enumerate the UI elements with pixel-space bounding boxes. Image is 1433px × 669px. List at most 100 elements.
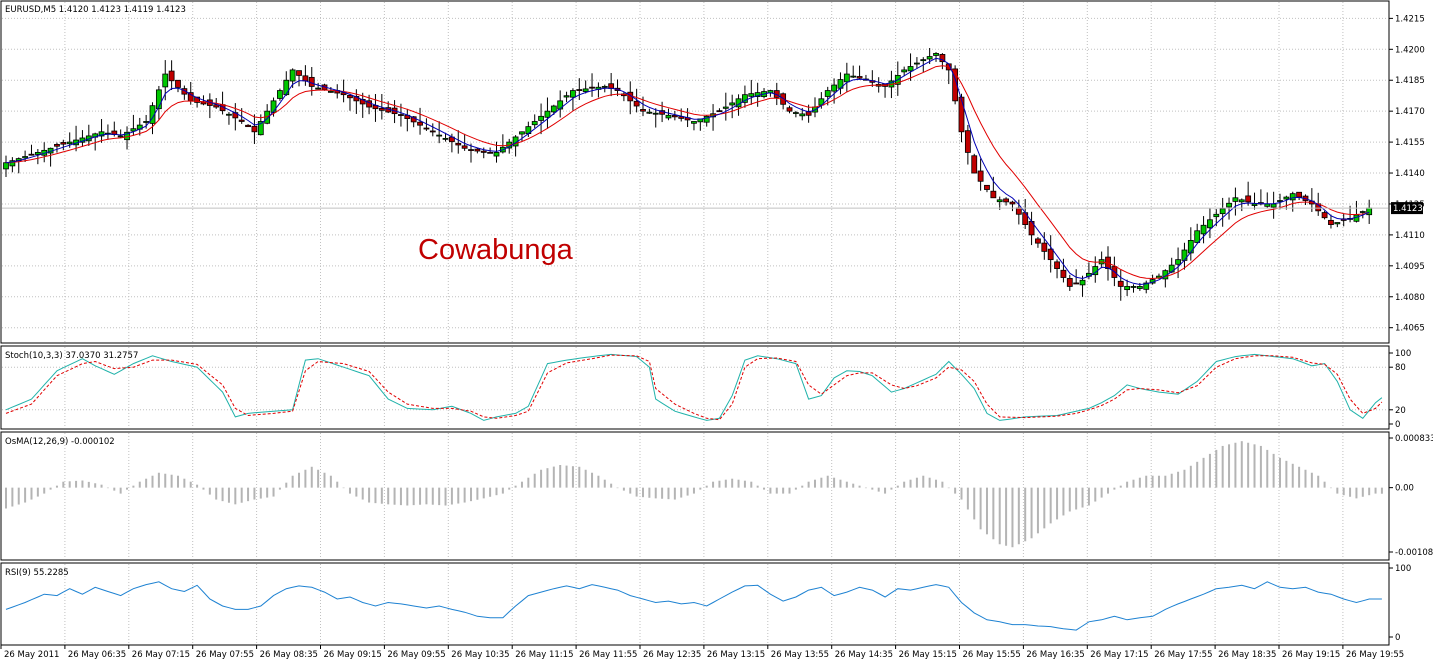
osma-bar [871,487,874,490]
candle-body [1073,282,1080,285]
time-axis-label: 26 May 17:55 [1154,650,1212,660]
osma-bar [960,487,963,500]
candle-body [1035,238,1041,244]
osma-bar [833,477,836,488]
osma-bar [189,481,192,488]
price-axis-label: 1.4215 [1395,14,1425,24]
candle-body [703,115,710,123]
current-price-label: 1.4123 [1393,204,1423,214]
osma-bar [884,487,887,494]
candle-body [487,151,494,154]
osma-bar [272,487,275,497]
candle-body [652,112,659,115]
candle-body [60,142,67,145]
osma-bar [227,487,230,503]
candle-body [289,69,296,82]
osma-axis-label: 0.00 [1395,484,1414,494]
candle-body [1328,219,1334,225]
osma-bar [1049,487,1052,524]
rsi-axis-label: 100 [1395,564,1411,574]
osma-bar [1164,475,1167,488]
candle-body [130,128,137,132]
osma-bar [1317,475,1320,488]
osma-bar [406,487,409,506]
osma-bar [1132,479,1135,488]
candle-body [1175,259,1181,265]
candle-body [175,79,181,88]
osma-bar [412,487,415,506]
osma-bar [1107,487,1110,494]
osma-bar [1126,481,1129,488]
candle-body [1219,208,1226,215]
candle-body [1245,195,1252,203]
osma-bar [680,487,683,498]
osma-bar [718,480,721,488]
candle-body [34,152,41,155]
osma-bar [1380,487,1383,494]
osma-bar [138,481,141,488]
osma-bar [444,487,447,506]
candle-body [1238,199,1245,203]
candle-body [429,130,436,133]
osma-histogram [5,441,1383,548]
candle-body [671,115,678,118]
osma-bar [845,481,848,488]
osma-bar [1221,445,1224,488]
candle-body [468,149,474,151]
candle-body [54,144,60,147]
osma-bar [247,487,250,502]
candle-body [1296,191,1303,198]
candle-body [557,100,564,110]
time-axis-label: 26 May 2011 [4,650,59,660]
candle-body [691,121,697,124]
price-axis-label: 1.4185 [1395,76,1425,86]
rsi-panel-frame [0,562,1390,646]
osma-bar [266,487,269,498]
osma-bar [1100,487,1103,498]
osma-bar [113,487,116,491]
candle-body [181,88,188,95]
candle-body [678,116,685,119]
candle-body [1041,242,1048,252]
candle-body [722,106,729,109]
osma-bar [954,487,957,494]
osma-bar [374,487,377,504]
candle-body [729,102,736,106]
osma-bar [1005,487,1008,546]
osma-bar [1119,485,1122,488]
candle-body [1207,219,1213,229]
candle-body [155,89,162,110]
stoch-signal-line [5,354,1383,421]
osma-bar [234,487,237,505]
osma-bar [922,475,925,488]
candle-body [633,100,640,107]
osma-bar [909,479,912,488]
osma-bar [705,485,708,488]
candle-body [238,119,245,122]
candle-body [977,170,984,182]
time-axis-label: 26 May 17:15 [1090,650,1148,660]
osma-axis-label: 0.000833 [1395,434,1433,444]
candle-body [519,131,525,135]
candle-body [1321,212,1328,219]
candle-body [270,100,277,113]
osma-bar [240,487,243,503]
osma-bar [399,487,402,506]
candle-body [474,148,481,152]
candle-body [933,53,939,56]
osma-bar [132,485,135,488]
candle-body [856,76,863,79]
osma-bar [629,487,632,494]
candle-body [302,75,309,82]
candle-body [805,110,812,116]
osma-bar [826,475,829,488]
osma-bar [1062,487,1065,516]
osma-bar [692,487,695,494]
osma-bar [1374,487,1377,494]
candle-body [442,137,449,140]
candle-body [327,90,334,93]
candle-body [1200,224,1207,235]
osma-bar [1183,469,1186,488]
